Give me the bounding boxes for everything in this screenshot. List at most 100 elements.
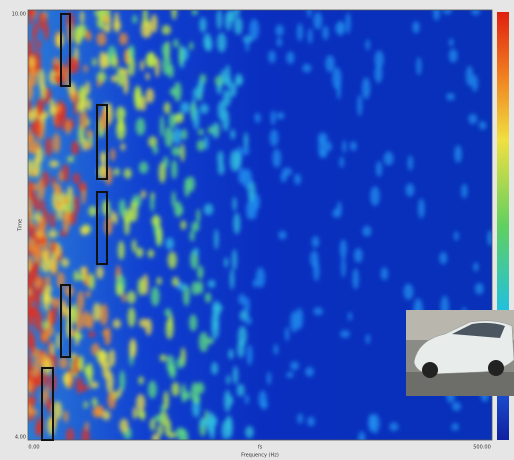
texture-blob	[164, 102, 171, 114]
texture-blob	[80, 267, 87, 275]
texture-blob	[116, 283, 123, 296]
texture-blob	[362, 226, 371, 237]
texture-blob	[85, 422, 89, 431]
texture-blob	[34, 198, 40, 213]
texture-blob	[181, 129, 187, 140]
texture-blob	[189, 42, 193, 50]
texture-blob	[150, 418, 156, 431]
texture-blob	[97, 32, 107, 46]
texture-blob	[472, 75, 478, 92]
texture-blob	[198, 79, 204, 93]
texture-blob	[196, 382, 205, 394]
texture-blob	[255, 113, 261, 123]
texture-blob	[147, 21, 152, 38]
texture-blob	[32, 107, 37, 118]
texture-blob	[245, 317, 252, 325]
texture-blob	[57, 200, 61, 208]
texture-blob	[53, 401, 62, 419]
texture-blob	[93, 302, 101, 321]
texture-blob	[162, 43, 170, 58]
texture-blob	[479, 121, 487, 130]
texture-blob	[112, 53, 117, 69]
texture-blob	[92, 398, 98, 407]
texture-blob	[97, 80, 102, 87]
texture-blob	[59, 170, 63, 182]
texture-blob	[86, 31, 91, 41]
texture-blob	[272, 149, 281, 168]
texture-blob	[157, 425, 163, 437]
texture-blob	[207, 412, 215, 434]
texture-blob	[96, 407, 102, 415]
texture-blob	[66, 120, 71, 135]
texture-blob	[197, 265, 203, 279]
texture-blob	[128, 307, 136, 327]
texture-blob	[179, 206, 184, 214]
texture-blob	[111, 75, 118, 82]
texture-blob	[226, 375, 230, 385]
texture-blob	[141, 190, 146, 199]
texture-blob	[104, 217, 113, 235]
texture-blob	[86, 291, 91, 298]
texture-blob	[87, 130, 93, 138]
texture-blob	[412, 21, 419, 33]
texture-blob	[180, 102, 190, 113]
texture-blob	[90, 381, 99, 388]
texture-blob	[238, 168, 247, 184]
texture-blob	[31, 285, 39, 302]
y-tick-label: 10.00	[12, 12, 26, 18]
texture-blob	[61, 111, 66, 131]
texture-blob	[212, 301, 221, 318]
texture-blob	[296, 308, 303, 330]
texture-blob	[134, 89, 141, 111]
texture-blob	[41, 259, 51, 273]
texture-blob	[233, 197, 237, 211]
texture-blob	[217, 33, 226, 53]
texture-blob	[170, 88, 178, 96]
texture-blob	[74, 26, 83, 44]
texture-blob	[154, 415, 163, 422]
texture-blob	[322, 26, 328, 40]
texture-blob	[44, 23, 49, 40]
texture-blob	[208, 126, 215, 134]
texture-blob	[45, 137, 52, 156]
texture-blob	[80, 225, 89, 235]
texture-blob	[222, 110, 229, 131]
texture-blob	[107, 391, 116, 409]
texture-blob	[34, 212, 42, 222]
texture-blob	[146, 88, 155, 103]
texture-blob	[29, 56, 35, 68]
y-tick-label: 4.00	[15, 435, 26, 441]
texture-blob	[277, 112, 285, 119]
texture-blob	[106, 371, 114, 392]
texture-blob	[362, 77, 370, 99]
texture-blob	[461, 184, 467, 199]
texture-blob	[181, 384, 186, 403]
texture-blob	[313, 12, 322, 30]
texture-blob	[238, 326, 247, 346]
texture-blob	[36, 40, 41, 50]
texture-blob	[119, 419, 128, 433]
texture-blob	[245, 394, 249, 404]
texture-blob	[160, 115, 164, 137]
texture-blob	[198, 129, 204, 136]
texture-blob	[473, 262, 478, 271]
texture-blob	[139, 162, 148, 174]
texture-blob	[180, 143, 184, 161]
texture-blob	[245, 426, 254, 438]
texture-blob	[180, 220, 186, 230]
texture-blob	[146, 53, 156, 68]
texture-blob	[211, 362, 218, 375]
texture-blob	[36, 148, 43, 163]
car-photo	[406, 310, 514, 396]
texture-blob	[50, 241, 56, 253]
texture-blob	[113, 21, 121, 31]
texture-blob	[33, 245, 43, 263]
texture-blob	[163, 156, 168, 168]
texture-blob	[43, 321, 49, 329]
texture-blob	[138, 278, 145, 296]
texture-blob	[40, 83, 46, 99]
texture-blob	[233, 213, 240, 235]
texture-blob	[285, 327, 289, 342]
texture-blob	[339, 156, 344, 168]
texture-blob	[335, 22, 345, 35]
